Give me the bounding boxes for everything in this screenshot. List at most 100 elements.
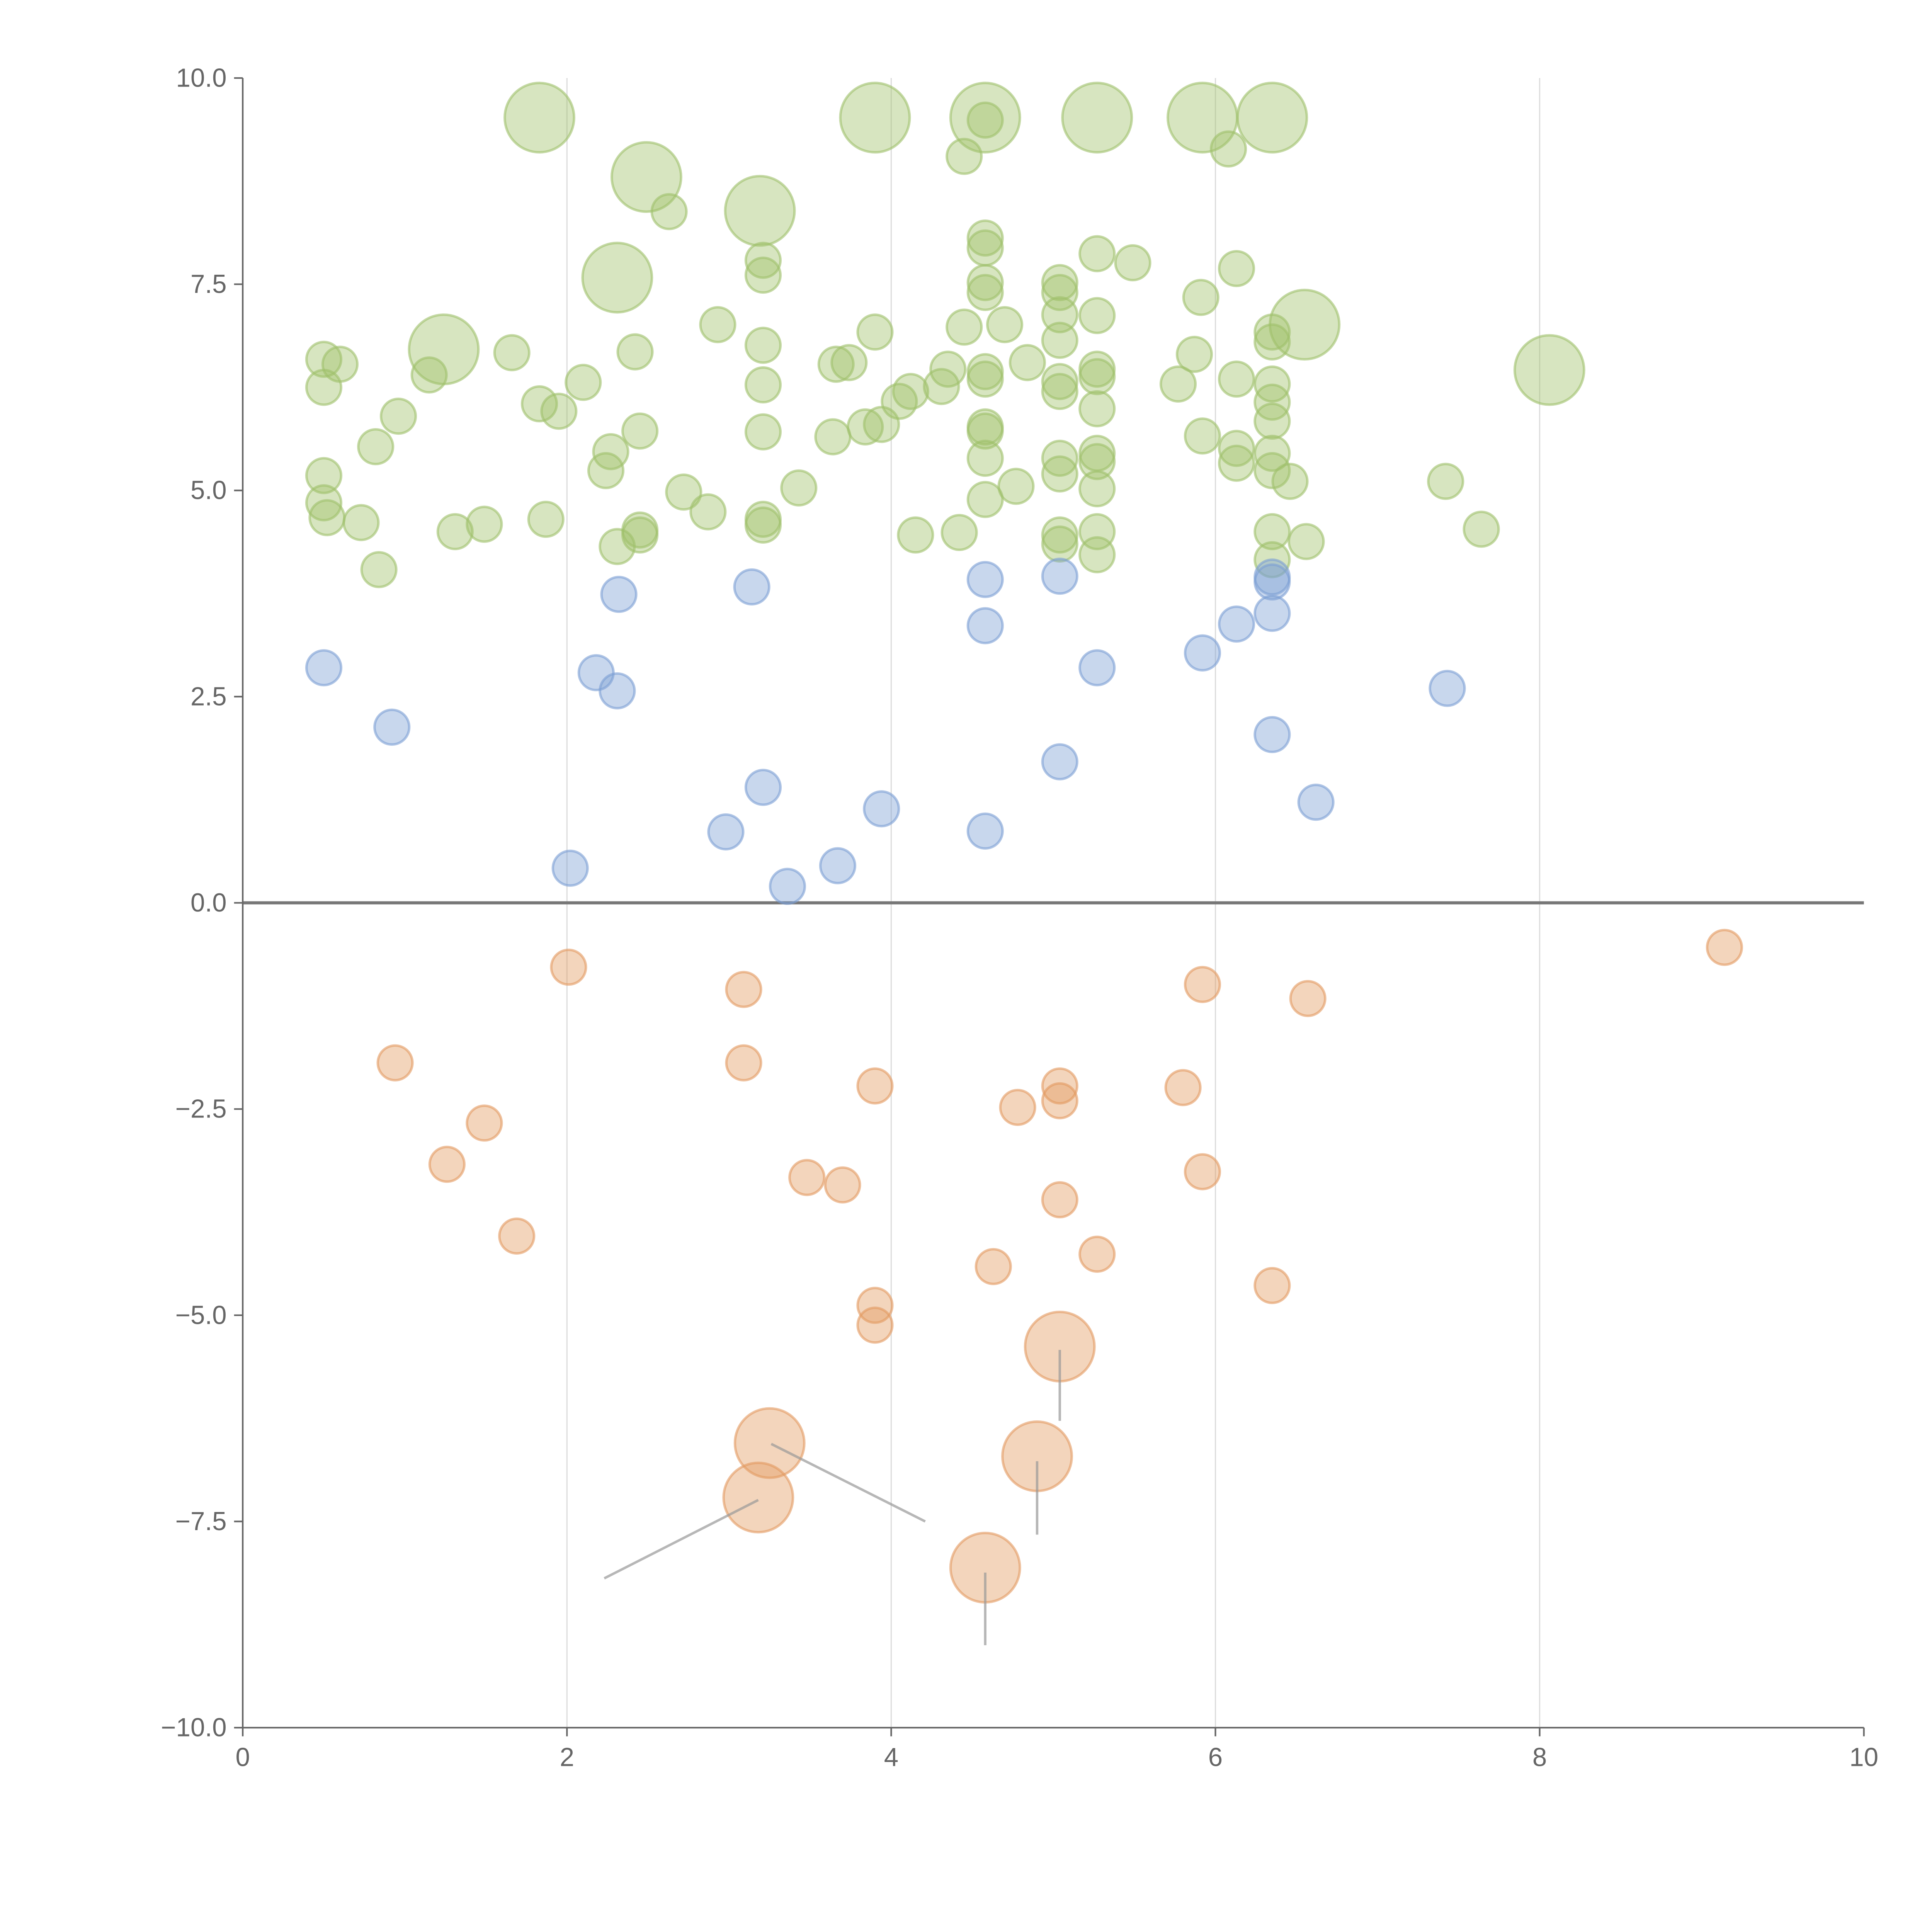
blue-point	[1253, 595, 1291, 632]
green-point	[581, 242, 653, 314]
orange-point	[1184, 966, 1221, 1003]
blue-point	[1253, 558, 1291, 596]
green-point	[1287, 523, 1325, 560]
orange-point	[1253, 1267, 1291, 1304]
blue-point	[599, 672, 636, 710]
green-point	[966, 264, 1004, 301]
blue-point	[1078, 649, 1116, 687]
green-point	[892, 372, 929, 410]
green-point	[410, 356, 448, 394]
green-point	[357, 428, 395, 466]
orange-point	[725, 971, 762, 1008]
x-tick-label: 0	[235, 1743, 250, 1772]
orange-point	[975, 1248, 1012, 1285]
blue-point	[966, 607, 1004, 645]
green-point	[856, 313, 894, 351]
green-point	[1218, 430, 1255, 467]
green-point	[966, 412, 1004, 450]
y-tick-label: 0.0	[190, 888, 227, 917]
y-tick-label: 2.5	[190, 682, 227, 711]
x-tick-label: 2	[560, 1743, 574, 1772]
green-point	[1218, 250, 1255, 287]
green-point	[599, 528, 636, 565]
blue-point	[1041, 558, 1078, 595]
green-point	[1427, 463, 1464, 500]
green-point	[830, 344, 868, 381]
green-point	[744, 257, 782, 294]
green-point	[1253, 313, 1291, 351]
green-point	[1078, 443, 1116, 480]
blue-point	[373, 708, 411, 746]
y-tick-label: −7.5	[175, 1507, 227, 1536]
green-point	[1253, 452, 1291, 490]
orange-point	[788, 1159, 826, 1196]
green-point	[540, 393, 578, 430]
green-point	[966, 274, 1004, 311]
green-point	[724, 175, 796, 247]
green-point	[744, 327, 782, 364]
green-point	[814, 418, 852, 456]
green-point	[305, 457, 343, 494]
green-point	[587, 452, 625, 490]
green-point	[1253, 323, 1291, 361]
green-point	[863, 406, 900, 443]
blue-point	[733, 568, 770, 606]
green-point	[817, 345, 855, 383]
green-point	[503, 82, 575, 154]
green-point	[966, 481, 1004, 518]
green-point	[966, 439, 1004, 477]
green-point	[1210, 130, 1247, 168]
green-point	[466, 505, 503, 543]
green-point	[1159, 365, 1197, 403]
green-point	[744, 413, 782, 451]
x-tick-label: 8	[1532, 1743, 1547, 1772]
green-point	[1078, 470, 1116, 508]
green-point	[1041, 455, 1078, 493]
orange-point	[1184, 1153, 1221, 1190]
green-point	[1175, 335, 1213, 373]
orange-point	[1041, 1181, 1078, 1219]
blue-point	[966, 812, 1004, 850]
green-point	[565, 364, 602, 401]
green-point	[780, 469, 818, 507]
blue-point	[600, 576, 638, 613]
green-point	[699, 306, 736, 344]
green-point	[689, 493, 727, 531]
y-tick-label: 7.5	[190, 270, 227, 299]
leader-line	[770, 1442, 926, 1523]
orange-point	[428, 1146, 466, 1183]
orange-point	[1164, 1069, 1202, 1106]
green-point	[436, 513, 474, 551]
green-point	[1513, 334, 1585, 406]
blue-point	[1253, 716, 1291, 753]
y-tick-label: −5.0	[175, 1301, 227, 1330]
green-point	[839, 82, 911, 154]
green-point	[1114, 244, 1151, 282]
orange-point	[550, 948, 587, 986]
green-point	[1041, 439, 1078, 477]
green-point	[621, 516, 659, 554]
y-tick-label: 10.0	[176, 63, 227, 92]
x-tick-label: 4	[884, 1743, 898, 1772]
y-tick-label: −10.0	[161, 1713, 226, 1742]
orange-point	[1078, 1235, 1116, 1273]
green-point	[1041, 321, 1078, 359]
data-points	[305, 82, 1743, 1604]
orange-point	[856, 1067, 894, 1105]
green-point	[621, 412, 659, 450]
green-point	[616, 333, 654, 371]
orange-point	[1041, 1067, 1078, 1105]
green-point	[1184, 417, 1221, 455]
blue-point	[707, 813, 745, 851]
blue-point	[1041, 743, 1078, 781]
green-point	[1078, 297, 1116, 334]
blue-point	[1429, 670, 1466, 707]
orange-point	[733, 1407, 806, 1479]
blue-point	[1184, 634, 1221, 672]
green-point	[897, 516, 934, 554]
green-point	[1463, 510, 1500, 548]
green-point	[527, 500, 565, 538]
orange-point	[1041, 1082, 1078, 1119]
orange-point	[1706, 929, 1743, 966]
